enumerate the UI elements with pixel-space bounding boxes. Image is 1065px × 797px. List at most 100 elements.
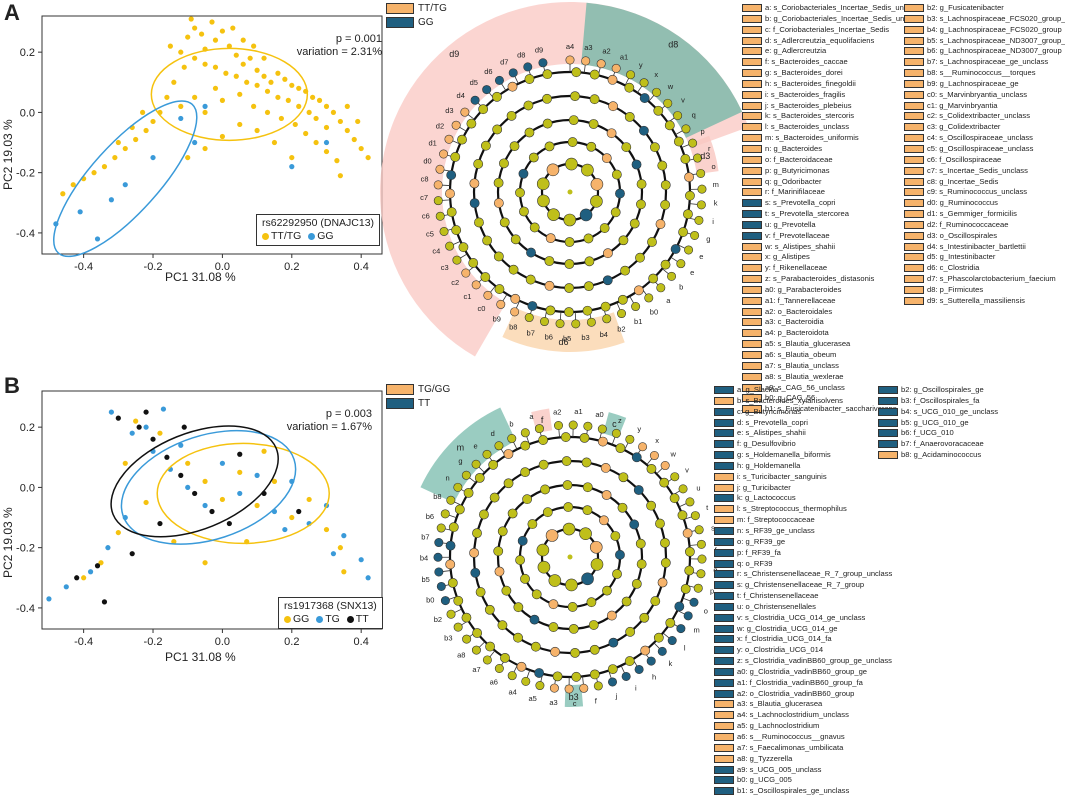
data-point-tttg <box>244 80 249 85</box>
data-point-tg <box>143 425 148 430</box>
internal-node <box>590 670 599 679</box>
leaf-node <box>688 139 696 147</box>
data-point-gg <box>95 236 100 241</box>
data-point-tttg <box>289 155 294 160</box>
taxa-label: x: g_Alistipes <box>765 252 810 261</box>
taxa-label: g: s_Holdemanella_biformis <box>737 450 831 459</box>
taxa-label: q: o_RF39 <box>737 559 772 568</box>
data-point-tttg <box>296 104 301 109</box>
taxa-swatch <box>714 516 734 524</box>
legend-dot-tg <box>316 616 323 623</box>
leaf-node <box>694 584 702 592</box>
clade-label: x <box>655 436 659 445</box>
taxa-label: b5: s_Lachnospiraceae_ND3007_group_uncla… <box>927 36 1065 45</box>
clade-label: c1 <box>464 292 472 301</box>
internal-node <box>587 598 596 607</box>
x-tick-label: 0.2 <box>284 261 299 273</box>
clade-label: a2 <box>553 408 561 417</box>
taxa-label: b8: s__Ruminococcus__torques <box>927 68 1036 77</box>
taxa-swatch <box>714 722 734 730</box>
leaf-node <box>622 672 630 680</box>
taxa-label: a6: s__Ruminococcus__gnavus <box>737 732 845 741</box>
data-point-tttg <box>310 95 315 100</box>
taxa-legend-row: b6: f_UCG_010 <box>878 428 998 439</box>
internal-node <box>470 199 479 208</box>
leaf-node <box>658 647 666 655</box>
internal-node <box>485 605 494 614</box>
taxa-legend-row: a0: g_Clostridia_vadinBB60_group_ge <box>714 667 892 678</box>
taxa-label: r: f_Marinifilaceae <box>765 187 825 196</box>
p-value-a: p = 0.001 <box>290 33 382 46</box>
internal-node <box>647 501 656 510</box>
internal-node <box>684 173 693 182</box>
data-point-tg <box>220 461 225 466</box>
confidence-ellipse <box>151 48 307 140</box>
taxa-label: b7: f_Anaerovoracaceae <box>901 439 984 448</box>
clade-label: z <box>618 416 622 425</box>
taxa-legend-row: c5: g_Oscillospiraceae_unclass <box>904 144 1065 155</box>
leaf-node <box>436 212 444 220</box>
taxa-label: a7: s_Blautia_unclass <box>765 361 839 370</box>
data-point-tttg <box>171 80 176 85</box>
p-value-b: p = 0.003 <box>278 408 372 421</box>
leaf-node <box>439 150 447 158</box>
data-point-tg <box>331 551 336 556</box>
x-axis-label-a: PC1 31.08 % <box>165 270 236 284</box>
taxa-legend-row: f: g_Desulfovibrio <box>714 439 892 450</box>
data-point-tttg <box>140 110 145 115</box>
internal-node <box>523 495 532 504</box>
leaf-node <box>521 429 529 437</box>
data-point-tt <box>164 455 169 460</box>
internal-node <box>530 223 539 232</box>
data-point-tttg <box>192 25 197 30</box>
internal-node <box>494 178 503 187</box>
internal-node <box>455 505 464 514</box>
taxa-swatch <box>904 210 924 218</box>
internal-node <box>564 214 576 226</box>
taxa-label: l: s_Streptococcus_thermophilus <box>737 504 847 513</box>
internal-node <box>590 70 599 79</box>
clade-label: a4 <box>508 687 516 696</box>
internal-node <box>546 529 558 541</box>
data-point-tg <box>282 527 287 532</box>
data-point-gg <box>185 461 190 466</box>
taxa-legend-row: y: f_Rikenellaceae <box>742 263 922 274</box>
internal-node <box>528 519 537 528</box>
taxa-swatch <box>878 397 898 405</box>
leaf-node <box>645 294 653 302</box>
internal-node <box>549 600 558 609</box>
leaf-node <box>524 63 532 71</box>
taxa-swatch <box>904 145 924 153</box>
leaf-node <box>539 59 547 67</box>
taxa-legend-row: b5: s_Lachnospiraceae_ND3007_group_uncla… <box>904 36 1065 47</box>
taxa-label: b3: s_Lachnospiraceae_FCS020_group_uncla… <box>927 14 1065 23</box>
taxa-swatch <box>742 351 762 359</box>
internal-node <box>553 672 562 681</box>
leaf-node <box>696 169 704 177</box>
internal-node <box>537 195 549 207</box>
leaf-node <box>679 485 687 493</box>
taxa-swatch <box>714 592 734 600</box>
clade-label: b3 <box>581 333 589 342</box>
internal-node <box>481 272 490 281</box>
clade-label: d4 <box>457 91 465 100</box>
taxa-legend-row: i: s_Bacteroides_fragilis <box>742 90 922 101</box>
internal-node <box>612 569 621 578</box>
taxa-legend-row: c8: g_Incertae_Sedis <box>904 177 1065 188</box>
internal-node <box>446 560 455 569</box>
taxa-label: a1: f_Tannerellaceae <box>765 296 836 305</box>
taxa-swatch <box>742 362 762 370</box>
clade-label: i <box>635 683 637 692</box>
taxa-label: t: f_Christensenellaceae <box>737 591 818 600</box>
internal-node <box>504 449 513 458</box>
internal-node <box>615 189 624 198</box>
internal-node <box>498 621 507 630</box>
legend-dot-gg <box>308 233 315 240</box>
taxa-legend-row: q: o_RF39 <box>714 559 892 570</box>
clade-label: f <box>595 697 598 706</box>
clade-label: u <box>696 484 700 493</box>
data-point-tt <box>74 575 79 580</box>
data-point-tttg <box>313 140 318 145</box>
taxa-legend-row: r: s_Christensenellaceae_R_7_group_uncla… <box>714 569 892 580</box>
taxa-swatch <box>904 264 924 272</box>
